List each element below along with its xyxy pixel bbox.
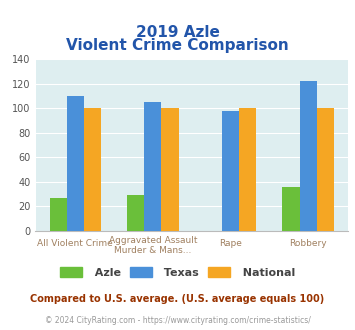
Bar	[127, 195, 144, 231]
Text: 2019 Azle: 2019 Azle	[136, 25, 219, 40]
Text: Violent Crime Comparison: Violent Crime Comparison	[66, 38, 289, 53]
Bar	[84, 109, 101, 231]
Text: Robbery: Robbery	[289, 239, 327, 248]
Bar	[162, 109, 179, 231]
Legend:   Azle,   Texas,   National: Azle, Texas, National	[56, 263, 299, 282]
Text: © 2024 CityRating.com - https://www.cityrating.com/crime-statistics/: © 2024 CityRating.com - https://www.city…	[45, 316, 310, 325]
Bar	[144, 102, 162, 231]
Bar	[67, 96, 84, 231]
Text: Compared to U.S. average. (U.S. average equals 100): Compared to U.S. average. (U.S. average …	[31, 294, 324, 304]
Text: Rape: Rape	[219, 239, 242, 248]
Bar	[239, 109, 256, 231]
Bar	[283, 187, 300, 231]
Text: All Violent Crime: All Violent Crime	[37, 239, 113, 248]
Bar	[300, 82, 317, 231]
Bar	[317, 109, 334, 231]
Text: Murder & Mans...: Murder & Mans...	[114, 246, 192, 255]
Bar	[222, 111, 239, 231]
Text: Aggravated Assault: Aggravated Assault	[109, 236, 197, 245]
Bar	[50, 198, 67, 231]
